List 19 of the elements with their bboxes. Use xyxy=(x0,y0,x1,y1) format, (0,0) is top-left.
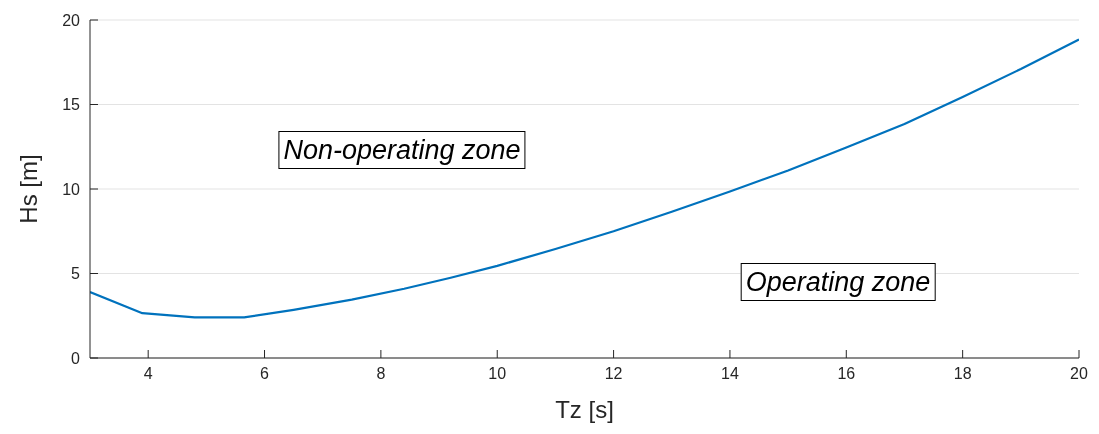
x-tick-label: 10 xyxy=(488,365,507,383)
x-tick-label: 12 xyxy=(604,365,623,383)
x-tick-label: 16 xyxy=(837,365,856,383)
y-axis-title: Hs [m] xyxy=(14,154,42,224)
x-axis-title: Tz [s] xyxy=(555,396,614,423)
y-tick-label: 5 xyxy=(71,265,81,283)
x-tick-label: 20 xyxy=(1070,365,1088,383)
y-tick-label: 10 xyxy=(62,180,81,198)
x-tick-label: 18 xyxy=(953,365,972,383)
x-tick-label: 8 xyxy=(376,365,386,383)
y-tick-label: 15 xyxy=(62,96,81,114)
x-tick-label: 14 xyxy=(721,365,739,383)
annotation: Non-operating zone xyxy=(278,131,526,169)
annotation: Operating zone xyxy=(740,263,936,301)
y-tick-label: 0 xyxy=(71,349,81,367)
line-series xyxy=(90,38,1079,319)
y-tick-label: 20 xyxy=(62,11,81,29)
x-tick-label: 6 xyxy=(260,365,270,383)
x-tick-label: 4 xyxy=(143,365,153,383)
